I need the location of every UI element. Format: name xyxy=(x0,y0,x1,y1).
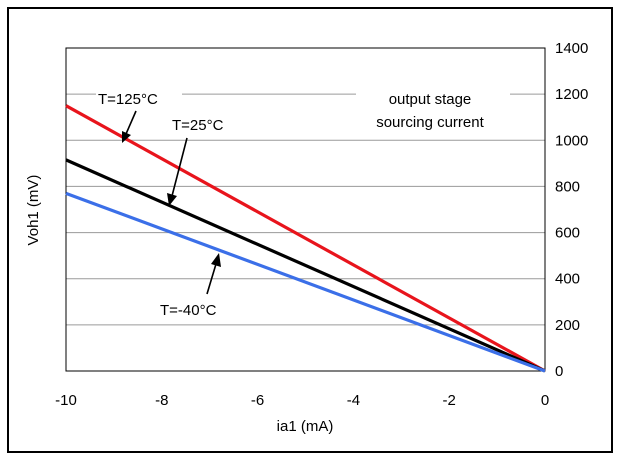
x-tick-label: 0 xyxy=(541,392,549,409)
y-tick-label: 1400 xyxy=(555,40,588,57)
label-box-tm40 xyxy=(158,298,242,320)
series-lines xyxy=(65,104,546,373)
series-line-1 xyxy=(65,158,546,373)
plot-area xyxy=(65,47,546,372)
x-tick-label: -4 xyxy=(347,392,360,409)
series-line-0 xyxy=(65,104,546,373)
chart-frame xyxy=(7,7,613,453)
y-tick-label: 600 xyxy=(555,225,580,242)
series-line-2 xyxy=(65,191,546,373)
label-box-t25 xyxy=(170,113,246,135)
y-tick-label: 1000 xyxy=(555,132,588,149)
arrow-tm40 xyxy=(206,253,221,295)
label-box-t125 xyxy=(96,87,182,109)
annotation-sourcing-current: sourcing current xyxy=(376,114,484,131)
annotation-box-output-stage xyxy=(356,84,510,136)
x-tick-label: -8 xyxy=(155,392,168,409)
arrow-t125 xyxy=(122,110,137,143)
x-axis-label: ia1 (mA) xyxy=(277,418,334,435)
label-t25: T=25°C xyxy=(172,117,224,134)
annotation-output-stage: output stage xyxy=(389,91,472,108)
y-tick-label: 400 xyxy=(555,271,580,288)
y-axis-label: Voh1 (mV) xyxy=(25,175,42,246)
x-tick-label: -10 xyxy=(55,392,77,409)
y-tick-label: 0 xyxy=(555,363,563,380)
y-tick-label: 800 xyxy=(555,178,580,195)
y-tick-label: 200 xyxy=(555,317,580,334)
arrow-t25 xyxy=(167,137,188,206)
y-tick-labels: 0 200 400 600 800 1000 1200 1400 xyxy=(555,40,588,380)
x-tick-labels: -10 -8 -6 -4 -2 0 xyxy=(55,392,549,409)
label-t125: T=125°C xyxy=(98,91,158,108)
x-tick-label: -2 xyxy=(443,392,456,409)
y-tick-label: 1200 xyxy=(555,86,588,103)
x-tick-label: -6 xyxy=(251,392,264,409)
label-tm40: T=-40°C xyxy=(160,302,217,319)
